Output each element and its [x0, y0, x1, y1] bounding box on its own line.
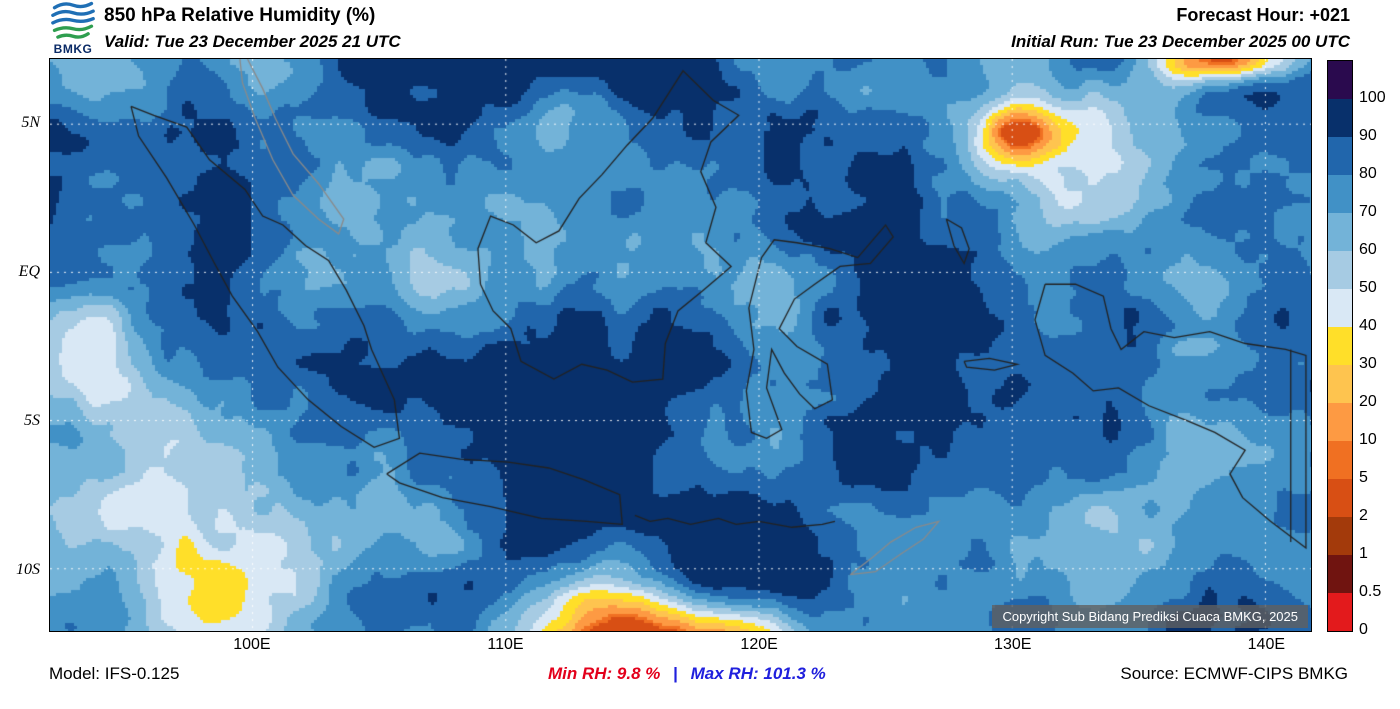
x-axis-tick-label: 130E: [994, 636, 1032, 653]
colorbar-segment: [1328, 213, 1352, 251]
y-axis-tick-label: 5S: [24, 411, 40, 429]
colorbar-segment: [1328, 175, 1352, 213]
x-axis-tick-label: 120E: [740, 636, 778, 653]
colorbar-tick-label: 2: [1359, 507, 1368, 524]
colorbar-segment: [1328, 555, 1352, 593]
colorbar-segment: [1328, 99, 1352, 137]
humidity-field-canvas: [50, 59, 1311, 631]
x-axis-tick-label: 110E: [487, 636, 524, 653]
colorbar-segment: [1328, 403, 1352, 441]
map-frame: Copyright Sub Bidang Prediksi Cuaca BMKG…: [49, 58, 1312, 632]
model-label: Model: IFS-0.125: [49, 664, 180, 683]
colorbar-tick-label: 60: [1359, 241, 1377, 258]
colorbar-tick-label: 30: [1359, 355, 1377, 372]
x-axis-labels: 100E 110E 120E 130E 140E: [49, 636, 1312, 658]
colorbar-tick-label: 80: [1359, 165, 1377, 182]
min-max-separator: |: [673, 664, 678, 683]
colorbar-segment: [1328, 517, 1352, 555]
y-axis-tick-label: 5N: [21, 114, 40, 132]
bmkg-logo-text: BMKG: [53, 42, 93, 56]
colorbar-segment: [1328, 479, 1352, 517]
forecast-hour-label: Forecast Hour: +021: [1176, 5, 1350, 25]
x-axis-tick-label: 140E: [1247, 636, 1286, 653]
colorbar-tick-label: 100: [1359, 89, 1386, 106]
colorbar-segment: [1328, 251, 1352, 289]
source-label: Source: ECMWF-CIPS BMKG: [1120, 664, 1348, 683]
colorbar-segment: [1328, 593, 1352, 631]
min-max-rh: Min RH: 9.8 % | Max RH: 101.3 %: [548, 664, 826, 684]
colorbar-tick-label: 40: [1359, 317, 1377, 334]
colorbar-segment: [1328, 441, 1352, 479]
colorbar-segment: [1328, 137, 1352, 175]
bmkg-logo-icon: [51, 1, 95, 39]
colorbar-labels: 100 90 80 70 60 50 40 30 20 10 5 2 1 0.5 0: [1359, 60, 1399, 638]
min-rh-text: Min RH: 9.8 %: [548, 664, 661, 683]
colorbar-tick-label: 90: [1359, 127, 1377, 144]
page-title: 850 hPa Relative Humidity (%): [104, 5, 376, 26]
max-rh-text: Max RH: 101.3 %: [690, 664, 826, 683]
colorbar-segment: [1328, 327, 1352, 365]
colorbar-tick-label: 70: [1359, 203, 1377, 220]
colorbar-tick-label: 0: [1359, 621, 1368, 638]
colorbar-tick-label: 5: [1359, 469, 1368, 486]
x-axis-tick-label: 100E: [233, 636, 271, 653]
y-axis-labels: 5N EQ 5S 10S: [0, 58, 44, 632]
colorbar-tick-label: 1: [1359, 545, 1368, 562]
colorbar-segment: [1328, 289, 1352, 327]
colorbar-segment: [1328, 61, 1352, 99]
colorbar-segment: [1328, 365, 1352, 403]
bmkg-logo: BMKG: [44, 1, 102, 58]
valid-time-label: Valid: Tue 23 December 2025 21 UTC: [104, 32, 401, 51]
y-axis-tick-label: 10S: [16, 560, 40, 578]
colorbar-tick-label: 50: [1359, 279, 1377, 296]
colorbar-tick-label: 20: [1359, 393, 1377, 410]
copyright-badge: Copyright Sub Bidang Prediksi Cuaca BMKG…: [992, 605, 1308, 628]
initial-run-label: Initial Run: Tue 23 December 2025 00 UTC: [1011, 32, 1350, 51]
y-axis-tick-label: EQ: [18, 263, 40, 281]
colorbar-tick-label: 0.5: [1359, 583, 1382, 600]
colorbar-tick-label: 10: [1359, 431, 1377, 448]
colorbar: [1327, 60, 1353, 632]
